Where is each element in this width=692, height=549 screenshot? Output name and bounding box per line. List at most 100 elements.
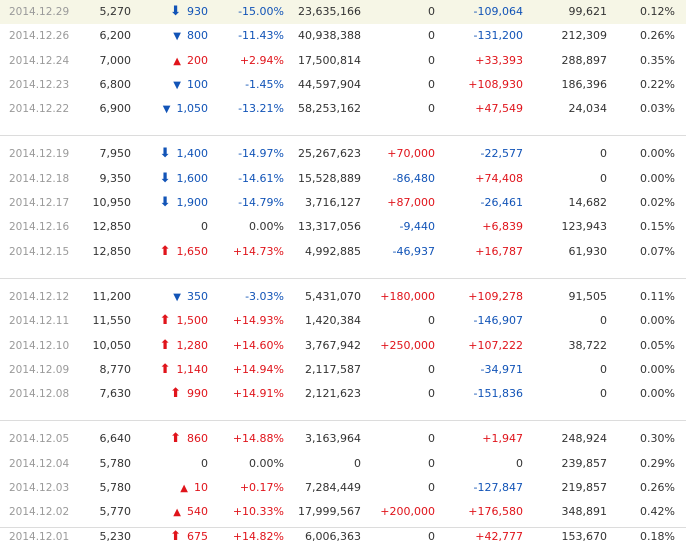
foreign-holdings-cell: 153,670 [561,529,608,543]
institution-net-cell: +250,000 [380,338,435,352]
foreign-holdings-cell: 24,034 [568,102,608,116]
foreign-ratio-cell: 0.26% [640,29,675,43]
week-group: 2014.12.19 7,950 ⬇ 1,400 -14.97% 25,267,623 +7… [0,142,686,263]
table-row[interactable]: 2014.12.24 7,000 ▲ 200 +2.94% 17,500,814 0 +33,… [0,49,686,73]
change-cell: ⬆ 1,280 [140,334,208,358]
institution-net-cell: 0 [428,387,435,401]
volume-cell: 17,500,814 [298,53,361,67]
date-cell: 2014.12.18 [9,172,70,185]
change-rate-cell: -14.79% [238,196,284,210]
foreign-net-cell: +1,947 [482,432,523,446]
arrow-up-icon: ⬆ [170,431,181,447]
volume-cell: 2,121,623 [305,387,361,401]
volume-cell: 3,716,127 [305,196,361,210]
change-rate-cell: +0.17% [239,481,284,495]
volume-cell: 4,992,885 [305,244,361,258]
close-price-cell: 12,850 [92,244,132,258]
triangle-up-icon: ▲ [173,55,181,67]
table-row[interactable]: 2014.12.29 5,270 ⬇ 930 -15.00% 23,635,166 0 -10… [0,0,686,25]
change-cell: ⬆ 675 [140,525,208,549]
table-row[interactable]: 2014.12.16 12,850 0 0.00% 13,317,056 -9,440 +6… [0,215,686,239]
foreign-net-cell: -146,907 [473,314,523,328]
foreign-net-cell: +109,278 [468,289,523,303]
foreign-ratio-cell: 0.11% [640,289,675,303]
table-row[interactable]: 2014.12.01 5,230 ⬆ 675 +14.82% 6,006,363 0 +42,… [0,525,686,549]
foreign-net-cell: +74,408 [475,171,523,185]
foreign-ratio-cell: 0.03% [640,102,675,116]
institution-net-cell: +180,000 [380,289,435,303]
institution-net-cell: 0 [428,77,435,91]
change-rate-cell: 0.00% [249,220,284,234]
table-row[interactable]: 2014.12.03 5,780 ▲ 10 +0.17% 7,284,449 0 -127,8… [0,476,686,500]
change-value: 800 [187,29,208,43]
foreign-ratio-cell: 0.00% [640,362,675,376]
volume-cell: 23,635,166 [298,5,361,18]
change-rate-cell: +14.91% [232,387,284,401]
foreign-net-cell: -151,836 [473,387,523,401]
foreign-ratio-cell: 0.42% [640,505,675,519]
table-row[interactable]: 2014.12.15 12,850 ⬆ 1,650 +14.73% 4,992,885 -4… [0,240,686,264]
table-row[interactable]: 2014.12.09 8,770 ⬆ 1,140 +14.94% 2,117,587 0 -3… [0,358,686,382]
change-rate-cell: -11.43% [238,29,284,43]
table-row[interactable]: 2014.12.22 6,900 ▼ 1,050 -13.21% 58,253,162 0 +… [0,97,686,121]
volume-cell: 1,420,384 [305,314,361,328]
table-row[interactable]: 2014.12.11 11,550 ⬆ 1,500 +14.93% 1,420,384 0 -… [0,309,686,333]
change-cell: ▼ 800 [140,24,208,48]
table-bottom-border [0,527,686,528]
table-row[interactable]: 2014.12.18 9,350 ⬇ 1,600 -14.61% 15,528,889 -8… [0,167,686,191]
close-price-cell: 5,780 [99,456,132,470]
foreign-holdings-cell: 239,857 [561,456,608,470]
table-row[interactable]: 2014.12.12 11,200 ▼ 350 -3.03% 5,431,070 +180,… [0,285,686,309]
arrow-up-icon: ⬆ [170,386,181,402]
close-price-cell: 6,900 [99,102,132,116]
change-rate-cell: -3.03% [245,289,284,303]
change-value: 1,280 [176,338,209,352]
date-cell: 2014.12.26 [9,30,70,43]
foreign-holdings-cell: 0 [600,362,607,376]
table-row[interactable]: 2014.12.05 6,640 ⬆ 860 +14.88% 3,163,964 0 +1,9… [0,427,686,451]
change-value: 1,650 [176,244,209,258]
foreign-holdings-cell: 123,943 [561,220,608,234]
change-value: 1,900 [176,196,209,210]
arrow-up-icon: ⬆ [159,243,171,259]
change-rate-cell: +14.88% [232,432,284,446]
table-row[interactable]: 2014.12.19 7,950 ⬇ 1,400 -14.97% 25,267,623 +7… [0,142,686,166]
foreign-holdings-cell: 0 [600,387,607,401]
institution-net-cell: +70,000 [387,147,435,161]
arrow-up-icon: ⬆ [159,361,171,377]
foreign-ratio-cell: 0.29% [640,456,675,470]
table-row[interactable]: 2014.12.02 5,770 ▲ 540 +10.33% 17,999,567 +200… [0,500,686,524]
table-row[interactable]: 2014.12.10 10,050 ⬆ 1,280 +14.60% 3,767,942 +2… [0,334,686,358]
foreign-holdings-cell: 14,682 [568,196,608,210]
date-cell: 2014.12.04 [9,457,70,470]
table-row[interactable]: 2014.12.23 6,800 ▼ 100 -1.45% 44,597,904 0 +108… [0,73,686,97]
date-cell: 2014.12.12 [9,290,70,303]
close-price-cell: 7,000 [99,53,132,67]
week-divider [0,121,686,137]
change-cell: ⬆ 1,500 [140,309,208,333]
close-price-cell: 11,550 [92,314,132,328]
close-price-cell: 7,630 [99,387,132,401]
triangle-down-icon: ▼ [162,104,171,116]
foreign-net-cell: +176,580 [468,505,523,519]
triangle-up-icon: ▲ [180,483,188,495]
change-value: 10 [194,481,208,495]
change-rate-cell: -14.97% [238,147,284,161]
foreign-net-cell: -109,064 [473,5,523,18]
table-row[interactable]: 2014.12.08 7,630 ⬆ 990 +14.91% 2,121,623 0 -151… [0,382,686,406]
change-value: 1,050 [176,102,209,116]
institution-net-cell: 0 [428,53,435,67]
volume-cell: 58,253,162 [298,102,361,116]
foreign-ratio-cell: 0.02% [640,196,675,210]
arrow-down-icon: ⬇ [159,170,171,186]
table-row[interactable]: 2014.12.17 10,950 ⬇ 1,900 -14.79% 3,716,127 +8… [0,191,686,215]
date-cell: 2014.12.02 [9,506,70,519]
week-group: 2014.12.29 5,270 ⬇ 930 -15.00% 23,635,166 0 -10… [0,0,686,121]
foreign-holdings-cell: 38,722 [568,338,608,352]
change-cell: ▼ 100 [140,73,208,97]
table-row[interactable]: 2014.12.26 6,200 ▼ 800 -11.43% 40,938,388 0 -13… [0,24,686,48]
foreign-ratio-cell: 0.00% [640,171,675,185]
foreign-ratio-cell: 0.00% [640,387,675,401]
foreign-ratio-cell: 0.15% [640,220,675,234]
table-row[interactable]: 2014.12.04 5,780 0 0.00% 0 0 0 239,857 0.29% [0,452,686,476]
